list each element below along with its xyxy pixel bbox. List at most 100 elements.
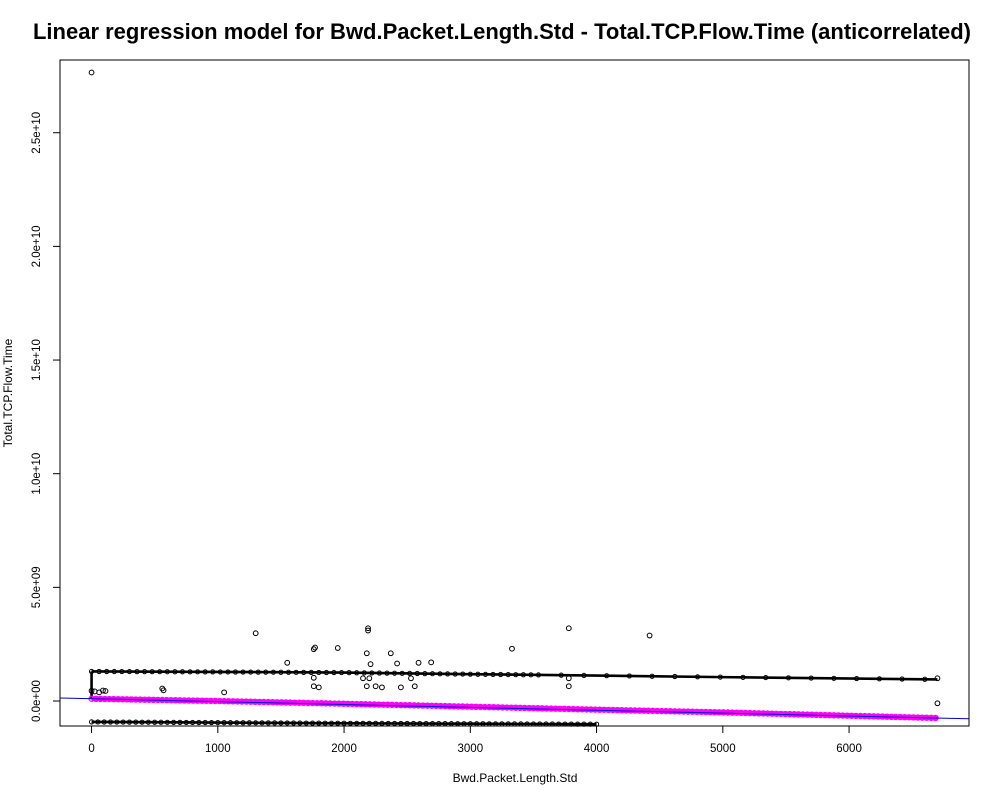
data-point <box>565 675 572 682</box>
data-point <box>164 669 170 675</box>
data-point <box>149 669 155 675</box>
predicted-point <box>463 703 471 710</box>
data-point <box>899 676 905 682</box>
data-point <box>278 720 284 726</box>
data-point <box>444 671 451 677</box>
data-point <box>308 669 314 676</box>
data-point <box>334 645 341 651</box>
predicted-point <box>508 704 515 711</box>
data-point <box>740 674 746 680</box>
data-point <box>120 719 126 725</box>
data-point <box>225 669 231 675</box>
data-point <box>316 720 322 726</box>
predicted-point <box>229 698 237 705</box>
predicted-point <box>530 704 537 712</box>
data-point <box>528 672 534 678</box>
predicted-point <box>724 709 732 716</box>
data-point <box>482 671 489 677</box>
predicted-point <box>627 707 634 714</box>
data-point <box>922 676 928 682</box>
data-point <box>338 669 345 676</box>
predicted-point <box>494 704 502 711</box>
predicted-point <box>415 702 422 709</box>
data-point <box>96 668 102 675</box>
data-point <box>134 669 140 675</box>
data-point <box>347 720 353 726</box>
data-point <box>460 671 466 677</box>
data-point <box>285 669 292 675</box>
predicted-point <box>746 709 754 717</box>
regression-line <box>59 697 970 720</box>
predicted-point <box>764 710 771 717</box>
predicted-point <box>225 698 232 705</box>
data-point <box>934 675 941 682</box>
predicted-point <box>287 699 294 706</box>
predicted-point <box>592 706 599 713</box>
predicted-point <box>349 700 356 708</box>
data-point <box>114 719 120 725</box>
predicted-point <box>539 705 546 712</box>
y-axis: 0.0e+00 5.0e+09 1.0e+10 1.5e+10 2.0e+10 2.5e+… <box>31 112 61 722</box>
predicted-point <box>503 704 511 711</box>
predicted-point <box>318 700 325 707</box>
predicted-point <box>596 706 603 713</box>
predicted-point <box>406 702 413 709</box>
data-point <box>363 683 370 690</box>
data-point <box>341 720 347 726</box>
data-point <box>475 671 481 677</box>
data-point <box>366 720 372 726</box>
plot-frame <box>59 59 970 727</box>
predicted-point <box>362 701 369 708</box>
data-point <box>535 672 542 678</box>
data-point <box>301 669 307 675</box>
data-point <box>452 671 458 677</box>
data-point <box>694 674 701 680</box>
data-point <box>139 719 145 725</box>
data-point <box>158 719 164 725</box>
data-point <box>808 675 814 681</box>
data-point <box>422 671 428 677</box>
predicted-point <box>468 703 475 710</box>
y-tick-label: 1.5e+10 <box>31 339 43 381</box>
predicted-point <box>251 698 259 706</box>
predicted-point <box>512 704 519 711</box>
predicted-point <box>618 706 626 714</box>
data-point <box>411 683 418 690</box>
predicted-point <box>459 703 466 710</box>
predicted-point <box>751 709 758 717</box>
predicted-point <box>773 710 780 717</box>
predicted-point <box>243 698 250 705</box>
data-point <box>414 670 420 677</box>
predicted-point <box>216 697 223 705</box>
predicted-point <box>437 702 444 710</box>
predicted-point <box>667 708 674 715</box>
data-point <box>361 670 367 676</box>
data-point <box>391 670 398 676</box>
predicted-point <box>561 705 568 713</box>
chart-title: Linear regression model for Bwd.Packet.L… <box>33 19 971 44</box>
data-point <box>88 687 95 694</box>
predicted-point <box>238 698 245 705</box>
predicted-point <box>499 704 506 711</box>
predicted-point <box>265 698 272 706</box>
predicted-point <box>220 697 228 705</box>
y-tick-label: 0.0e+00 <box>31 680 43 722</box>
predicted-point <box>689 708 696 715</box>
predicted-point <box>357 700 365 708</box>
data-point <box>210 669 216 675</box>
data-point <box>785 675 792 681</box>
predicted-point <box>450 703 458 710</box>
data-point <box>171 719 177 725</box>
x-tick-label: 0 <box>88 743 94 755</box>
data-point <box>498 671 504 678</box>
predicted-point <box>490 704 497 711</box>
data-point <box>202 719 208 726</box>
predicted-point <box>547 705 555 712</box>
predicted-point <box>282 699 290 706</box>
predicted-point <box>609 706 617 714</box>
data-point <box>415 659 422 666</box>
predicted-point <box>552 705 559 712</box>
predicted-point <box>371 701 378 708</box>
data-point <box>248 669 254 675</box>
